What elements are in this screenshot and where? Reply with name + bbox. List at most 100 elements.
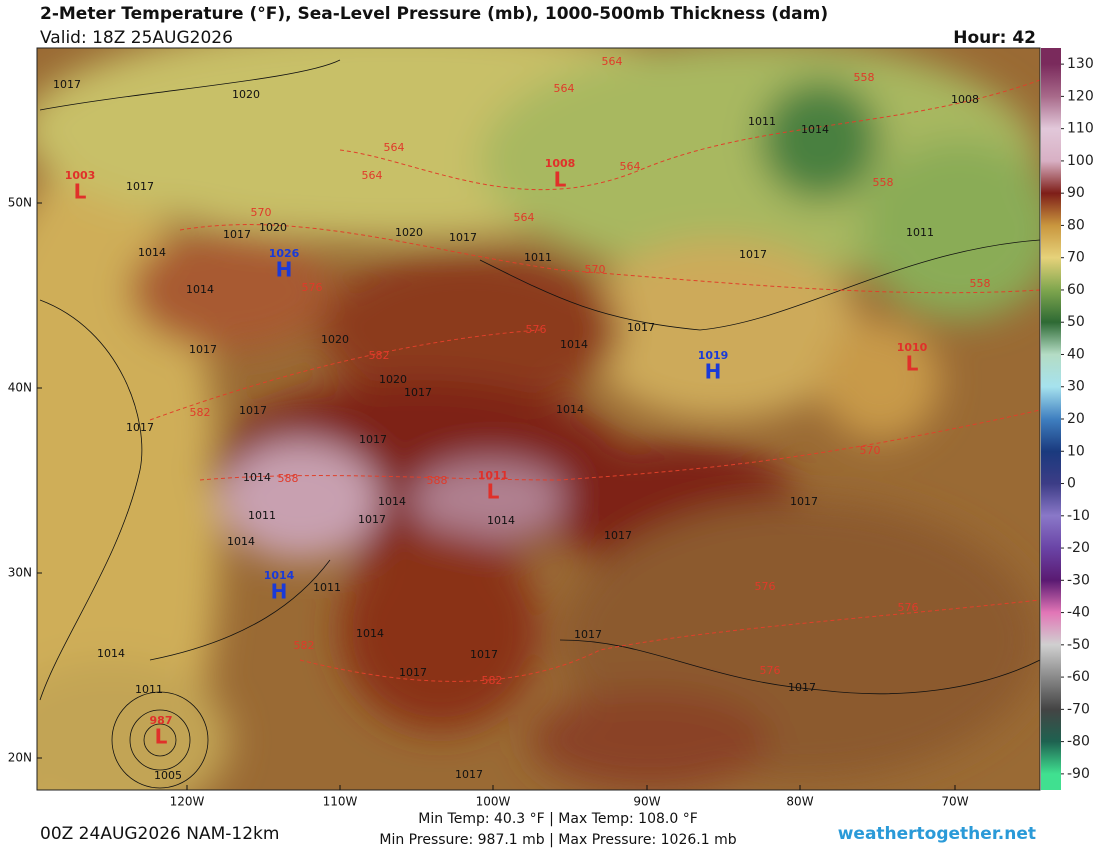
pressure-center-letter: L [906, 352, 919, 376]
latitude-label: 30N [8, 566, 32, 580]
site-credit: weathertogether.net [838, 824, 1036, 844]
thickness-label: 582 [190, 406, 211, 419]
colorbar-tick-label: 70 [1067, 250, 1085, 266]
model-run: 00Z 24AUG2026 NAM-12km [40, 824, 279, 844]
isobar-label: 1011 [748, 115, 776, 128]
thickness-label: 588 [278, 472, 299, 485]
pressure-center-value: 1003 [65, 169, 96, 182]
map-frame [36, 47, 1041, 791]
thickness-label: 582 [369, 349, 390, 362]
colorbar-tick-label: -40 [1067, 605, 1090, 621]
colorbar: 1301201101009080706050403020100-10-20-30… [1041, 48, 1094, 790]
map-title: 2-Meter Temperature (°F), Sea-Level Pres… [40, 4, 828, 24]
isobar-label: 1017 [788, 681, 816, 694]
isobar-label: 1014 [487, 514, 515, 527]
pressure-center-letter: L [487, 480, 500, 504]
isobar-label: 1017 [126, 421, 154, 434]
pressure-extremes: Min Pressure: 987.1 mb | Max Pressure: 1… [379, 832, 736, 848]
longitude-label: 80W [786, 795, 813, 809]
isobar-label: 1014 [356, 627, 384, 640]
isobar-label: 1017 [53, 78, 81, 91]
colorbar-tick-label: -10 [1067, 508, 1090, 524]
isobar-label: 1014 [378, 495, 406, 508]
isobar-label: 1017 [455, 768, 483, 781]
thickness-label: 558 [873, 176, 894, 189]
pressure-center-letter: L [554, 168, 567, 192]
isobar-label: 1014 [560, 338, 588, 351]
thickness-label: 576 [760, 664, 781, 677]
isobar-label: 1008 [951, 93, 979, 106]
isobar-label: 1017 [359, 433, 387, 446]
latitude-label: 20N [8, 751, 32, 765]
colorbar-tick-label: 100 [1067, 153, 1094, 169]
isobar-label: 1017 [790, 495, 818, 508]
isobar-label: 1017 [449, 231, 477, 244]
thickness-label: 576 [526, 323, 547, 336]
thickness-label: 564 [384, 141, 405, 154]
pressure-center-letter: H [271, 580, 288, 604]
isobar-label: 1020 [232, 88, 260, 101]
thickness-label: 564 [554, 82, 575, 95]
isobar-label: 1011 [248, 509, 276, 522]
colorbar-tick-label: -50 [1067, 637, 1090, 653]
colorbar-tick-label: 80 [1067, 217, 1085, 233]
isobar-label: 1017 [399, 666, 427, 679]
thickness-label: 576 [898, 601, 919, 614]
forecast-hour: Hour: 42 [953, 28, 1036, 48]
thickness-label: 576 [755, 580, 776, 593]
isobar-label: 1005 [154, 769, 182, 782]
colorbar-tick-label: -30 [1067, 572, 1090, 588]
colorbar-tick-label: 30 [1067, 379, 1085, 395]
isobar-label: 1020 [259, 221, 287, 234]
isobar-label: 1017 [470, 648, 498, 661]
pressure-center-value: 987 [150, 714, 173, 727]
pressure-center-value: 1011 [478, 469, 509, 482]
colorbar-tick-label: 40 [1067, 346, 1085, 362]
isobar-label: 1014 [186, 283, 214, 296]
thickness-label: 564 [602, 55, 623, 68]
colorbar-tick-label: 90 [1067, 185, 1085, 201]
pressure-center-value: 1008 [545, 157, 576, 170]
pressure-center-letter: H [705, 360, 722, 384]
pressure-center-letter: L [74, 180, 87, 204]
thickness-label: 576 [302, 281, 323, 294]
pressure-center-value: 1026 [269, 247, 300, 260]
isobar-label: 1017 [189, 343, 217, 356]
isobar-label: 1014 [97, 647, 125, 660]
longitude-label: 70W [941, 795, 968, 809]
thickness-label: 564 [514, 211, 535, 224]
thickness-label: 558 [970, 277, 991, 290]
colorbar-tick-label: 60 [1067, 282, 1085, 298]
longitude-label: 110W [323, 795, 358, 809]
pressure-center-value: 1019 [698, 349, 729, 362]
colorbar-tick-label: 120 [1067, 88, 1094, 104]
isobar-label: 1011 [524, 251, 552, 264]
colorbar-tick-label: -80 [1067, 734, 1090, 750]
isobar-label: 1011 [135, 683, 163, 696]
isobar-label: 1011 [906, 226, 934, 239]
latitude-label: 40N [8, 381, 32, 395]
temperature-extremes: Min Temp: 40.3 °F | Max Temp: 108.0 °F [418, 811, 698, 827]
colorbar-tick-label: 110 [1067, 121, 1094, 137]
isobar-label: 1017 [404, 386, 432, 399]
isobar-label: 1017 [126, 180, 154, 193]
isobar-label: 1017 [739, 248, 767, 261]
map-field [37, 48, 1040, 790]
pressure-center-value: 1014 [264, 569, 295, 582]
isobar-label: 1017 [604, 529, 632, 542]
isobar-label: 1014 [801, 123, 829, 136]
thickness-label: 582 [482, 674, 503, 687]
thickness-label: 570 [251, 206, 272, 219]
latitude-label: 50N [8, 196, 32, 210]
isobar-label: 1014 [138, 246, 166, 259]
longitude-label: 90W [633, 795, 660, 809]
colorbar-gradient [1041, 48, 1061, 790]
pressure-center-letter: L [155, 725, 168, 749]
thickness-label: 582 [294, 639, 315, 652]
colorbar-tick-label: -70 [1067, 701, 1090, 717]
thickness-label: 570 [860, 444, 881, 457]
isobars [39, 59, 1040, 789]
colorbar-tick-label: 20 [1067, 411, 1085, 427]
longitude-label: 120W [170, 795, 205, 809]
colorbar-tick-label: -90 [1067, 766, 1090, 782]
